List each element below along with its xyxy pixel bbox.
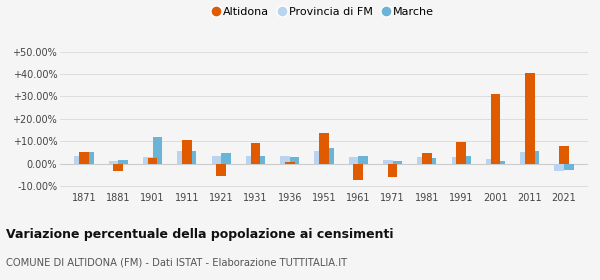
Bar [152, 137, 162, 164]
Bar [246, 156, 256, 164]
Bar [452, 157, 461, 164]
Bar [530, 151, 539, 164]
Bar [324, 148, 334, 164]
Bar [353, 164, 363, 180]
Bar [358, 156, 368, 164]
Bar [392, 161, 402, 164]
Bar [383, 160, 392, 164]
Text: COMUNE DI ALTIDONA (FM) - Dati ISTAT - Elaborazione TUTTITALIA.IT: COMUNE DI ALTIDONA (FM) - Dati ISTAT - E… [6, 258, 347, 268]
Bar [496, 161, 505, 164]
Bar [109, 161, 118, 164]
Bar [520, 152, 530, 164]
Bar [314, 151, 324, 164]
Bar [256, 156, 265, 164]
Bar [290, 157, 299, 164]
Bar [525, 73, 535, 164]
Bar [457, 142, 466, 164]
Bar [177, 151, 187, 164]
Bar [554, 164, 564, 171]
Bar [491, 94, 500, 164]
Bar [74, 156, 84, 164]
Bar [182, 140, 191, 164]
Bar [486, 159, 496, 164]
Bar [79, 152, 89, 164]
Bar [187, 151, 196, 164]
Bar [280, 156, 290, 164]
Bar [461, 156, 471, 164]
Bar [212, 156, 221, 164]
Bar [559, 146, 569, 164]
Bar [143, 157, 152, 164]
Legend: Altidona, Provincia di FM, Marche: Altidona, Provincia di FM, Marche [214, 7, 434, 17]
Bar [148, 158, 157, 164]
Bar [113, 164, 123, 171]
Bar [388, 164, 397, 177]
Bar [285, 162, 295, 164]
Text: Variazione percentuale della popolazione ai censimenti: Variazione percentuale della popolazione… [6, 228, 394, 241]
Bar [251, 143, 260, 164]
Bar [349, 157, 358, 164]
Bar [221, 153, 231, 164]
Bar [84, 152, 94, 164]
Bar [118, 160, 128, 164]
Bar [217, 164, 226, 176]
Bar [427, 158, 436, 164]
Bar [564, 164, 574, 170]
Bar [417, 157, 427, 164]
Bar [319, 133, 329, 164]
Bar [422, 153, 431, 164]
